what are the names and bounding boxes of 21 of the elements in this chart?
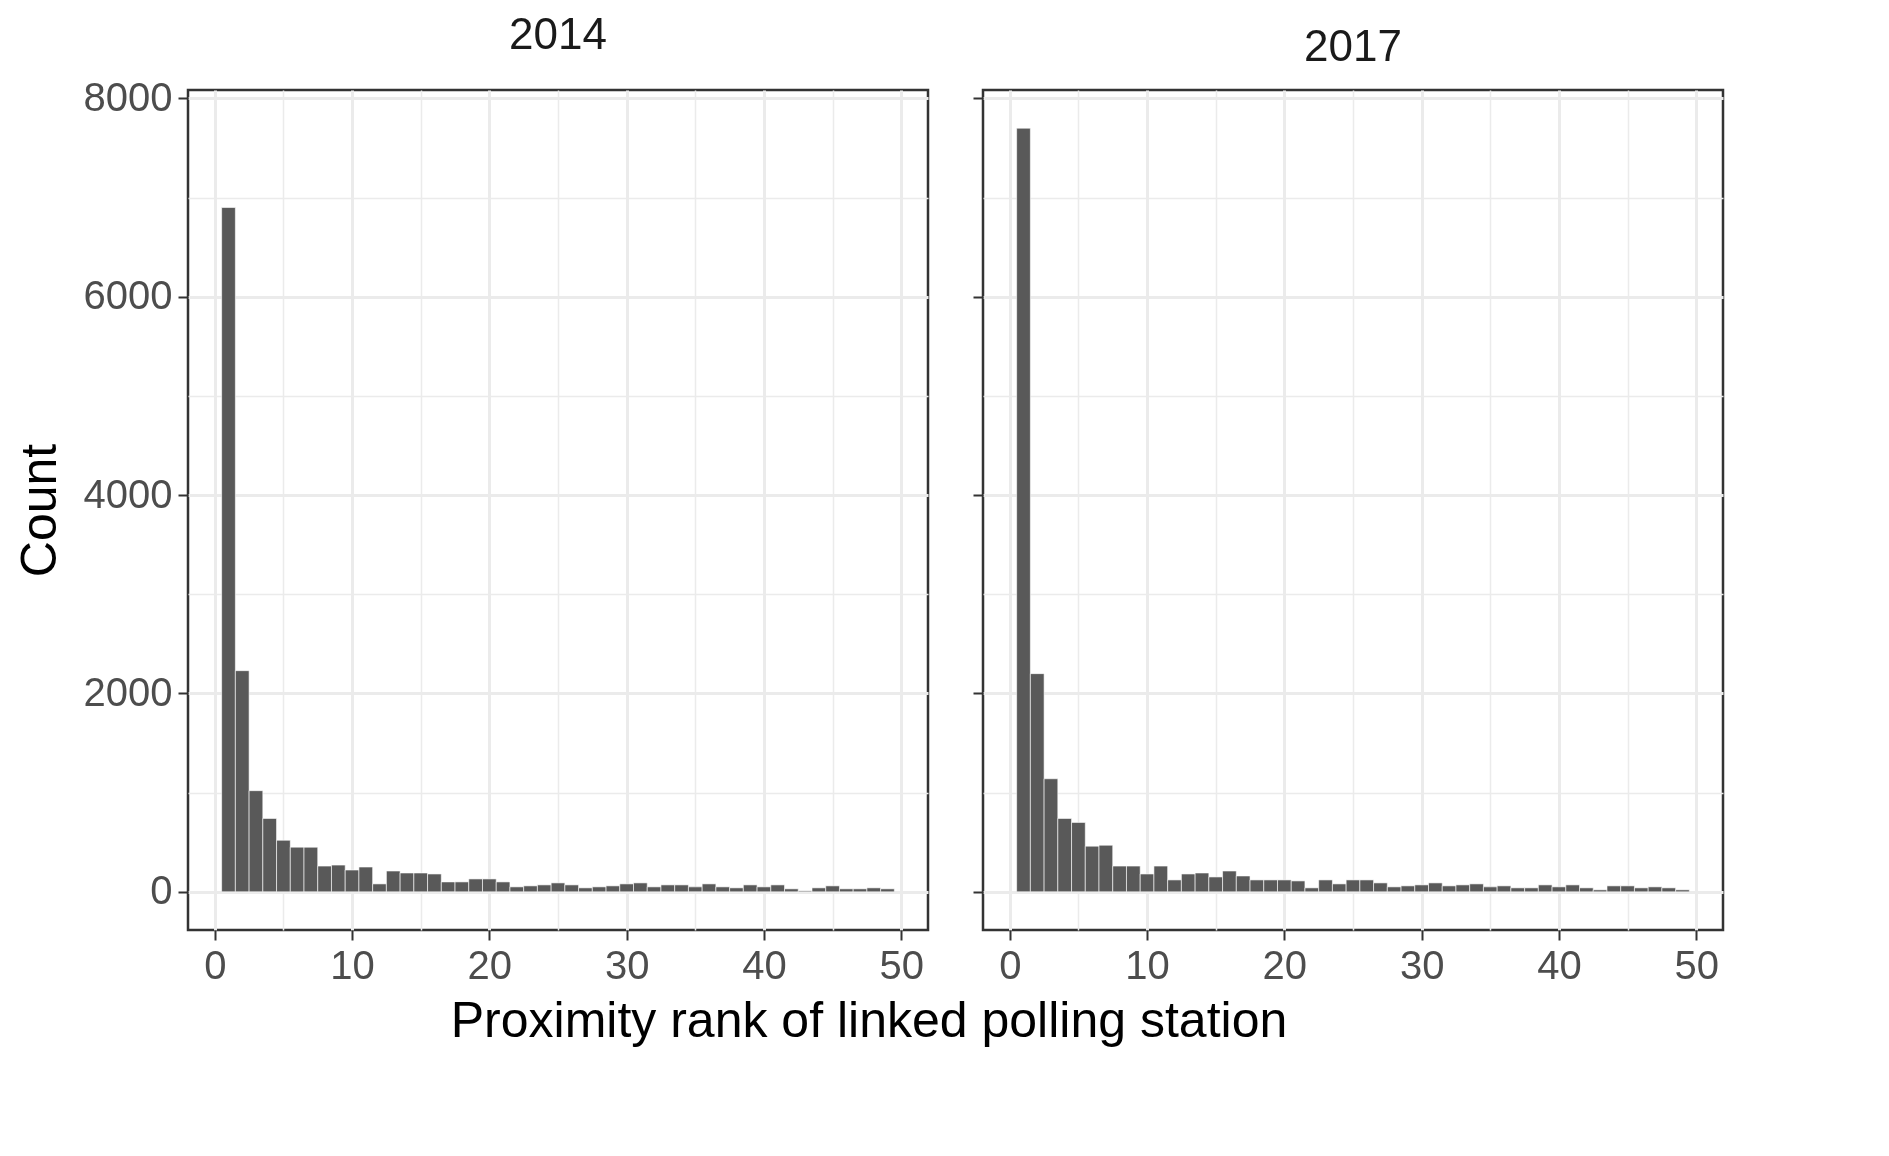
y-tick-label: 0 [150, 868, 173, 913]
x-tick-label: 50 [1674, 942, 1719, 987]
x-tick-label: 10 [330, 942, 375, 987]
x-axis-title: Proximity rank of linked polling station [450, 992, 1288, 1049]
y-tick-label: 8000 [83, 74, 173, 119]
y-axis-title: Count [10, 443, 67, 578]
x-tick-label: 30 [604, 942, 650, 987]
y-tick-label: 6000 [83, 273, 173, 318]
x-tick-label: 30 [1399, 942, 1445, 987]
chart-title: 2014 [509, 9, 607, 59]
chart-title: 2017 [1304, 21, 1402, 70]
x-tick-label: 20 [1262, 942, 1308, 987]
y-tick-label: 2000 [83, 669, 173, 714]
x-tick-label: 20 [467, 942, 513, 987]
x-tick-label: 40 [742, 942, 787, 987]
x-tick-label: 10 [1125, 942, 1170, 987]
x-tick-label: 40 [1537, 942, 1582, 987]
y-tick-label: 4000 [83, 471, 173, 516]
x-tick-label: 0 [999, 942, 1022, 987]
x-tick-label: 0 [204, 942, 227, 987]
x-tick-label: 50 [879, 942, 924, 987]
